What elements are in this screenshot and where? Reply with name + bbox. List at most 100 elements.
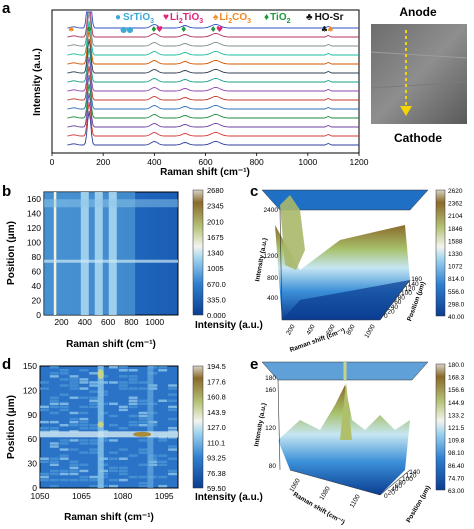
chart-c-ytick-label: 140 [408, 281, 419, 288]
chart-a: ♠ ♦ ● ● ♦♥ ♦ ♦ ♥ ♣♠ 0 200 400 600 800 1000 1200 Raman … [32, 9, 369, 178]
chart-d-texture-cell [69, 423, 79, 427]
chart-d-texture-cell [168, 457, 178, 460]
chart-d-texture-cell [59, 472, 69, 476]
panel-letter-d: d [2, 356, 12, 373]
chart-b-ytick-label: 160 [27, 194, 41, 204]
chart-d-colorbar-tick: 194.5 [207, 362, 226, 371]
chart-d-texture-cell [128, 423, 138, 427]
chart-b-row-band [44, 199, 178, 208]
panel-letter-b: b [2, 183, 12, 200]
photo-top-label: Anode [399, 5, 437, 19]
chart-d-texture-cell [79, 463, 89, 467]
chart-d-texture-cell [158, 460, 168, 463]
chart-c-ztick-label: 1200 [264, 253, 279, 260]
chart-a-xtick-label: 0 [50, 157, 55, 167]
chart-d-texture-cell [40, 408, 49, 412]
chart-a-series-line [67, 11, 359, 29]
chart-a-peak-marker: ♥ [216, 25, 223, 34]
chart-c-axis-y [379, 279, 411, 321]
chart-d-texture-cell [109, 366, 118, 369]
chart-c-colorbar-tick: 2104 [448, 213, 463, 220]
chart-d-ytick-label: 90 [28, 410, 38, 420]
chart-d-colorbar-tick: 143.9 [207, 408, 226, 417]
chart-b-ytick-label: 100 [27, 238, 41, 248]
chart-d-texture-cell [168, 417, 178, 421]
chart-d-texture-cell [128, 405, 138, 409]
chart-d-texture-cell [69, 466, 79, 470]
chart-d-texture-cell [69, 378, 79, 381]
chart-d-ticks: 1050 1065 1080 1095 0 30 60 90 120 150 [23, 361, 174, 501]
chart-d-texture-cell [79, 420, 89, 424]
chart-d-texture-cell [89, 439, 99, 442]
chart-d-texture-cell [40, 472, 49, 476]
chart-d-texture-cell [49, 402, 59, 406]
chart-c-ytick-label: 160 [411, 276, 422, 283]
chart-d-texture-cell [69, 430, 79, 433]
chart-d-texture-cell [168, 448, 178, 451]
chart-a-series-group [67, 11, 359, 146]
chart-c-ztick-label: 400 [267, 295, 278, 302]
chart-d-texture-cell [49, 366, 59, 369]
chart-b-band [94, 192, 103, 315]
chart-e-colorbar-tick: 156.6 [448, 387, 465, 394]
chart-d-texture-cell [79, 439, 89, 442]
chart-d-texture-cell [128, 420, 138, 424]
chart-d-texture-cell [40, 475, 49, 479]
chart-a-series-line [67, 20, 359, 56]
chart-e-ytick-label: 140 [409, 469, 420, 476]
chart-d-texture-cell [69, 448, 79, 451]
chart-e-ytick-label: 0 [384, 493, 388, 500]
chart-d-texture-cell [59, 454, 69, 457]
chart-d-texture-cell [89, 372, 99, 375]
chart-d-texture-cell [158, 454, 168, 457]
photo-image [371, 24, 467, 124]
chart-a-series-line [67, 74, 359, 110]
legend-srtio3: ● SrTiO3 [115, 12, 154, 25]
chart-d-texture-cell [69, 381, 79, 384]
chart-d-texture-cell [168, 399, 178, 402]
chart-d-texture-cell [49, 463, 59, 467]
chart-b-colorbar-tick: 335.0 [207, 295, 226, 304]
chart-a-peak-marker: ● [127, 25, 134, 34]
chart-b-colorbar-tick: 2010 [207, 217, 224, 226]
chart-e-colorbar-tick: 74.70 [448, 475, 465, 482]
chart-d-texture-cell [79, 451, 89, 454]
chart-b-xtick-label: 1000 [145, 317, 164, 327]
chart-a-peak-marker: ♦ [86, 25, 93, 34]
chart-a-series-line [67, 110, 359, 146]
chart-a-xtick-label: 200 [96, 157, 110, 167]
chart-a-xtick-label: 600 [198, 157, 212, 167]
chart-b-bands [44, 192, 178, 315]
chart-d-texture-cell [128, 475, 138, 479]
chart-c-ytick-label: 80 [398, 295, 406, 302]
chart-c-colorbar-tick: 556.0 [448, 289, 465, 296]
chart-d-texture-cell [79, 387, 89, 390]
chart-e-ztick-label: 120 [265, 425, 276, 432]
legend-li2co3: ♠Li2CO3 [213, 12, 251, 25]
chart-e-ytick-label: 20 [388, 490, 396, 497]
chart-d-texture-cell [79, 411, 89, 415]
chart-d-ytick-label: 120 [23, 385, 37, 395]
chart-e-ztick-label: 180 [265, 375, 276, 382]
chart-d-texture-cell [138, 417, 148, 421]
chart-d-texture-cell [40, 387, 49, 390]
chart-d-texture-cell [89, 405, 99, 409]
chart-e-colorbar-ticks: 63.00 74.70 86.40 98.10 109.8 121.5 133.2 144.9… [448, 362, 465, 495]
chart-d-texture-cell [79, 396, 89, 399]
chart-d-texture-cell [158, 369, 168, 372]
chart-c-ytick-label: 60 [394, 299, 402, 306]
chart-e-colorbar [435, 363, 446, 491]
chart-d-xtick-label: 1095 [155, 491, 174, 501]
chart-d-texture-cell [79, 417, 89, 421]
chart-a-series-line [67, 101, 359, 137]
chart-a-xtick-label: 400 [147, 157, 161, 167]
chart-d-texture-cell [118, 469, 128, 473]
chart-b-colorbar-tick: 2680 [207, 186, 224, 195]
chart-d-texture [40, 366, 178, 488]
chart-d-texture-cell [79, 469, 89, 473]
chart-d-texture-cell [128, 378, 138, 381]
chart-d-texture-cell [69, 472, 79, 476]
chart-c-colorbar-tick: 1072 [448, 264, 463, 271]
chart-e-ytick-label: 80 [398, 479, 406, 486]
chart-b-xlabel: Raman shift (cm⁻¹) [66, 339, 156, 350]
